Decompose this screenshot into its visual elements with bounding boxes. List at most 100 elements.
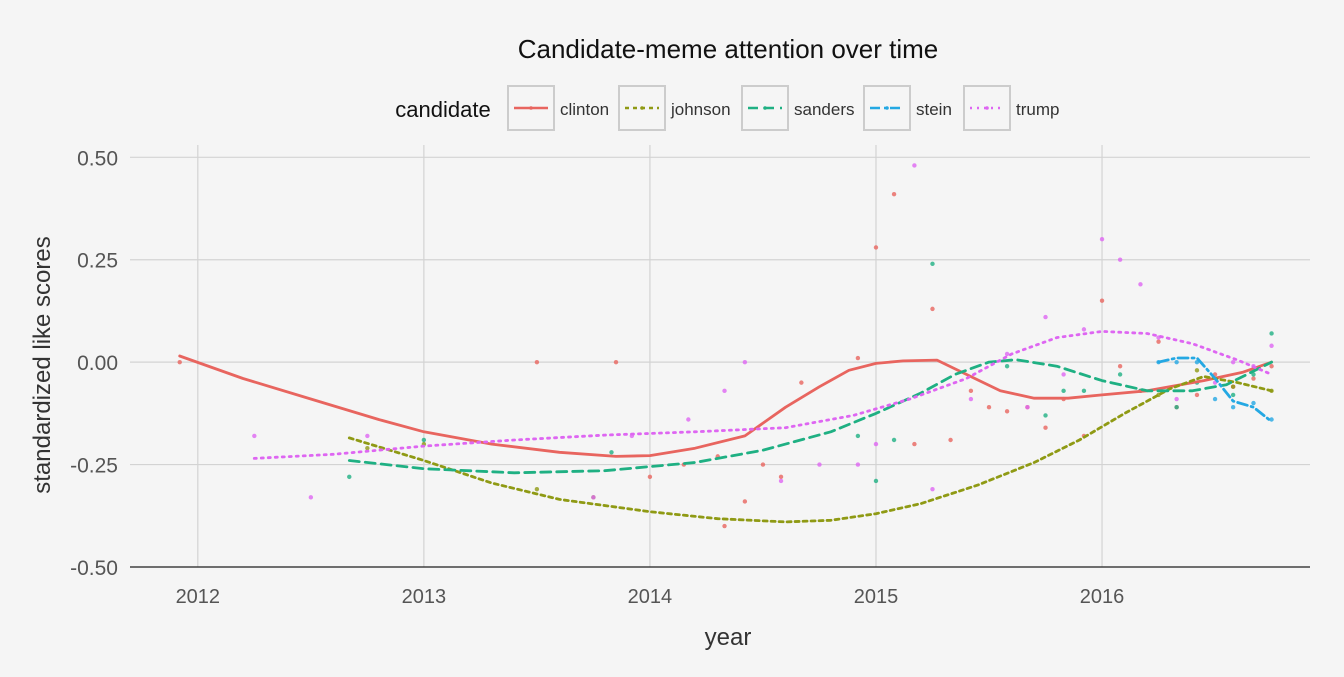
data-point-clinton [177, 359, 182, 365]
data-point-trump [1004, 351, 1010, 357]
data-point-trump [1230, 359, 1236, 365]
data-point-sanders [1230, 392, 1236, 398]
data-point-clinton [1004, 409, 1010, 414]
legend-label-trump: trump [1016, 100, 1059, 119]
legend-dot-stein [885, 106, 889, 110]
data-point-trump [686, 417, 691, 422]
data-point-clinton [1099, 298, 1105, 303]
data-point-clinton [778, 474, 784, 480]
series-line-johnson [347, 375, 1273, 524]
data-point-trump [968, 396, 974, 402]
data-point-stein [1212, 396, 1218, 402]
data-point-johnson [1194, 368, 1200, 373]
data-point-sanders [1117, 372, 1123, 377]
data-point-trump [1138, 282, 1143, 287]
x-tick-label: 2013 [402, 586, 447, 608]
data-point-clinton [986, 405, 992, 410]
data-point-trump [365, 433, 370, 439]
data-point-stein [1174, 359, 1179, 365]
data-point-trump [1174, 396, 1179, 402]
legend-dot-clinton [529, 106, 533, 110]
data-point-trump [778, 478, 784, 484]
data-point-trump [1025, 405, 1030, 410]
data-point-clinton [742, 499, 748, 504]
series-line-sanders [347, 358, 1273, 475]
series-line-trump [252, 330, 1273, 460]
data-point-sanders [891, 437, 897, 443]
data-point-johnson [534, 486, 540, 492]
data-point-trump [1081, 327, 1087, 332]
legend-title: candidate [395, 97, 490, 122]
data-point-clinton [534, 359, 540, 365]
legend-dot-johnson [640, 106, 644, 110]
series-line-clinton [178, 354, 1273, 458]
y-tick-label: 0.25 [77, 250, 118, 273]
data-point-trump [591, 495, 596, 500]
data-point-sanders [930, 261, 935, 267]
data-point-clinton [1117, 364, 1123, 369]
x-tick-label: 2016 [1080, 586, 1125, 608]
data-point-clinton [1269, 364, 1274, 369]
data-point-trump [308, 495, 314, 500]
x-tick-label: 2012 [176, 586, 221, 608]
data-point-stein [1269, 417, 1274, 422]
data-point-sanders [1004, 364, 1010, 369]
data-point-trump [1043, 314, 1048, 320]
data-point-clinton [647, 474, 653, 480]
series-line-stein [1157, 356, 1273, 423]
data-point-stein [1230, 405, 1236, 410]
data-point-sanders [1269, 331, 1274, 336]
data-point-trump [252, 433, 257, 439]
data-point-clinton [1043, 425, 1048, 430]
y-tick-label: -0.50 [70, 557, 118, 580]
data-point-sanders [1251, 372, 1256, 377]
data-point-trump [912, 163, 917, 168]
data-point-trump [1117, 257, 1123, 262]
data-point-sanders [1061, 388, 1066, 394]
axes: -0.50 -0.25 0.00 0.25 0.50 2012 2013 2014 2015 20… [70, 147, 1310, 608]
data-point-clinton [722, 523, 727, 529]
legend-dot-trump [985, 106, 989, 110]
data-point-trump [817, 462, 822, 467]
data-point-clinton [930, 306, 935, 312]
data-point-clinton [891, 191, 897, 197]
x-axis-label: year [705, 624, 752, 651]
data-point-sanders [1081, 388, 1087, 394]
data-point-trump [873, 441, 879, 447]
data-point-clinton [968, 388, 974, 394]
data-point-sanders [421, 437, 427, 443]
data-point-trump [722, 388, 727, 394]
legend: candidate clinton johnson sanders stein trum… [395, 85, 1059, 131]
y-tick-label: 0.00 [77, 352, 118, 375]
chart-title: Candidate-meme attention over time [518, 34, 939, 64]
data-point-sanders [1174, 405, 1179, 410]
data-point-clinton [873, 245, 879, 250]
data-point-clinton [912, 441, 917, 447]
data-point-trump [742, 359, 748, 365]
data-point-trump [855, 462, 861, 467]
legend-label-stein: stein [916, 100, 952, 119]
data-point-trump [1269, 343, 1274, 348]
data-point-trump [1061, 372, 1066, 377]
data-point-clinton [760, 462, 766, 467]
legend-label-clinton: clinton [560, 100, 609, 119]
data-point-clinton [855, 355, 861, 361]
data-point-clinton [1194, 392, 1200, 398]
legend-dot-sanders [763, 106, 767, 110]
data-point-sanders [609, 450, 614, 455]
smooth-lines [178, 330, 1273, 524]
y-tick-label: 0.50 [77, 147, 118, 170]
data-point-johnson [1230, 384, 1236, 389]
data-point-sanders [873, 478, 879, 484]
data-point-stein [1251, 400, 1256, 406]
y-tick-label: -0.25 [70, 455, 118, 478]
legend-label-sanders: sanders [794, 100, 854, 119]
data-point-clinton [1251, 376, 1256, 381]
data-point-sanders [1043, 413, 1048, 418]
data-point-trump [930, 486, 935, 492]
data-point-clinton [948, 437, 953, 443]
data-point-clinton [799, 380, 804, 385]
